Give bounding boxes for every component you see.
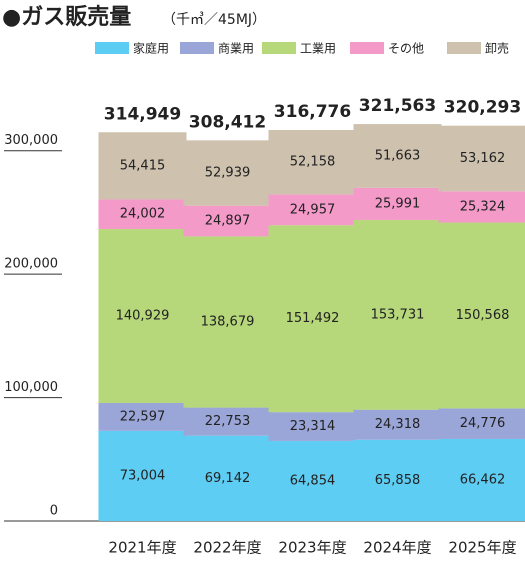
x-tick-label: 2024年度 xyxy=(363,539,431,557)
bar-segment xyxy=(98,132,187,200)
value-label: 153,731 xyxy=(371,307,425,322)
value-label: 22,753 xyxy=(205,414,251,429)
value-label: 150,568 xyxy=(456,308,510,323)
y-tick-label: 300,000 xyxy=(4,133,58,148)
total-label: 321,563 xyxy=(359,96,436,116)
bar-segment xyxy=(268,440,357,521)
bar-segment xyxy=(98,229,187,404)
bar-segment xyxy=(183,205,272,237)
legend-label: 家庭用 xyxy=(133,41,169,56)
value-label: 23,314 xyxy=(290,419,336,434)
value-label: 51,663 xyxy=(375,148,421,163)
value-label: 52,939 xyxy=(205,166,251,181)
chart-title: ●ガス販売量 xyxy=(2,4,131,30)
bar-segment xyxy=(353,439,442,521)
bar-segment xyxy=(98,403,187,431)
total-label: 316,776 xyxy=(274,102,351,122)
bar-segment xyxy=(353,124,442,188)
value-label: 138,679 xyxy=(201,314,255,329)
bar-segment xyxy=(438,438,525,521)
value-label: 140,929 xyxy=(116,309,170,324)
legend-swatch xyxy=(180,42,214,54)
legend-swatch xyxy=(350,42,384,54)
bar-segment xyxy=(353,187,442,220)
value-label: 66,462 xyxy=(460,472,506,487)
bar-segment xyxy=(98,430,187,521)
value-label: 24,957 xyxy=(290,202,336,217)
y-tick-label: 0 xyxy=(50,504,58,519)
x-tick-label: 2022年度 xyxy=(193,539,261,557)
chart-subtitle: （千㎥／45MJ） xyxy=(162,12,266,28)
bar-segment xyxy=(268,412,357,441)
value-label: 73,004 xyxy=(120,468,166,483)
value-label: 25,991 xyxy=(375,196,421,211)
legend-label: 工業用 xyxy=(300,42,336,56)
bar-segment xyxy=(183,435,272,521)
bar-segment xyxy=(268,194,357,226)
bar-segment xyxy=(183,236,272,408)
bar-segment xyxy=(183,140,272,206)
x-tick-label: 2025年度 xyxy=(448,539,516,557)
value-label: 64,854 xyxy=(290,473,336,488)
bar-segment xyxy=(98,199,187,230)
bar-segment xyxy=(438,222,525,409)
legend-label: 卸売 xyxy=(485,41,509,56)
value-label: 65,858 xyxy=(375,473,421,488)
value-label: 24,897 xyxy=(205,214,251,229)
value-label: 52,158 xyxy=(290,155,336,170)
bar-segment xyxy=(438,125,525,192)
legend-label: その他 xyxy=(388,42,424,56)
bar-segment xyxy=(438,191,525,223)
bar-segment xyxy=(438,408,525,439)
value-label: 24,776 xyxy=(460,416,506,431)
value-label: 22,597 xyxy=(120,409,166,424)
bar-segment xyxy=(353,219,442,410)
value-label: 24,318 xyxy=(375,417,421,432)
x-tick-label: 2021年度 xyxy=(108,539,176,557)
total-label: 320,293 xyxy=(444,98,521,118)
bar-segment xyxy=(183,407,272,436)
value-label: 151,492 xyxy=(286,311,340,326)
bar-segment xyxy=(353,409,442,440)
legend-label: 商業用 xyxy=(218,41,254,56)
y-tick-label: 200,000 xyxy=(4,257,58,272)
value-label: 53,162 xyxy=(460,151,506,166)
value-label: 54,415 xyxy=(120,158,166,173)
total-label: 314,949 xyxy=(104,104,181,124)
bar-segment xyxy=(268,225,357,413)
bar-segment xyxy=(268,130,357,195)
value-label: 25,324 xyxy=(460,199,506,214)
x-tick-label: 2023年度 xyxy=(278,539,346,557)
legend-swatch xyxy=(262,42,296,54)
legend-swatch xyxy=(447,42,481,54)
legend-swatch xyxy=(95,42,129,54)
y-tick-label: 100,000 xyxy=(4,380,58,395)
value-label: 69,142 xyxy=(205,471,251,486)
total-label: 308,412 xyxy=(189,112,266,132)
value-label: 24,002 xyxy=(120,207,166,222)
